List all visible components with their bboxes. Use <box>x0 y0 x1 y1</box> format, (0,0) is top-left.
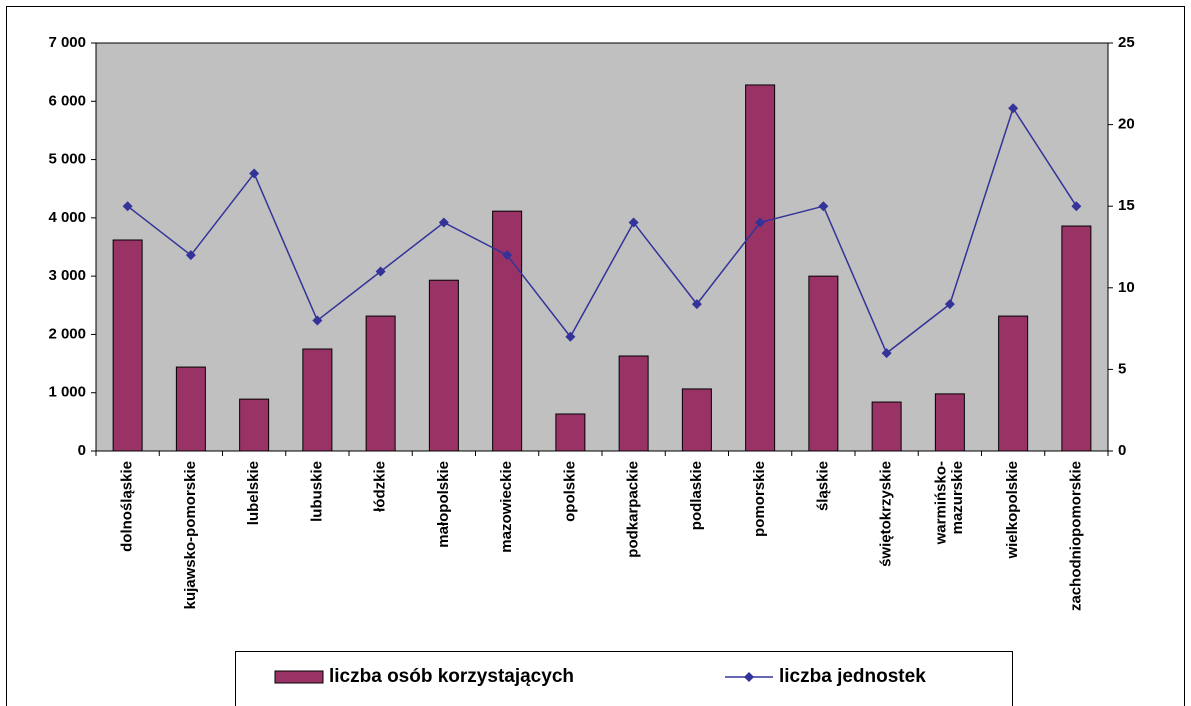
marker <box>122 201 133 212</box>
bar <box>871 401 902 452</box>
y2-tick-label: 0 <box>1118 442 1126 459</box>
legend-marker <box>744 672 754 682</box>
y2-tick-label: 15 <box>1118 197 1135 214</box>
y2-tick-label: 25 <box>1118 34 1135 51</box>
marker <box>881 348 892 359</box>
bar <box>175 366 206 452</box>
y-tick-label: 1 000 <box>48 384 86 401</box>
marker <box>249 168 260 179</box>
marker <box>691 299 702 310</box>
marker <box>375 266 386 277</box>
x-tick-label: kujawsko-pomorskie <box>182 461 199 609</box>
legend-box <box>235 651 1013 706</box>
y-tick-label: 0 <box>78 442 86 459</box>
bar <box>428 279 459 452</box>
y-tick-label: 7 000 <box>48 34 86 51</box>
bar <box>1061 225 1092 452</box>
bar <box>112 239 143 452</box>
x-tick-label: warmińsko-mazurskie <box>933 461 967 545</box>
y2-tick-label: 20 <box>1118 116 1135 133</box>
x-tick-label: opolskie <box>561 461 578 522</box>
marker <box>755 217 766 228</box>
y2-tick-label: 10 <box>1118 279 1135 296</box>
bar <box>681 388 712 452</box>
marker <box>185 250 196 261</box>
marker <box>944 299 955 310</box>
bar <box>998 315 1029 452</box>
marker <box>1071 201 1082 212</box>
y-tick-label: 5 000 <box>48 151 86 168</box>
y-tick-label: 2 000 <box>48 325 86 342</box>
bar <box>808 275 839 452</box>
x-tick-label: śląskie <box>814 461 831 511</box>
bar <box>239 398 270 452</box>
x-tick-label: lubelskie <box>245 461 262 525</box>
x-tick-label: wielkopolskie <box>1004 461 1021 560</box>
legend-swatch <box>274 670 324 684</box>
marker <box>438 217 449 228</box>
marker <box>312 315 323 326</box>
legend-label: liczba jednostek <box>779 666 926 687</box>
legend-label: liczba osób korzystających <box>329 666 574 687</box>
marker <box>565 331 576 342</box>
x-tick-label: lubuskie <box>308 461 325 522</box>
marker <box>502 250 513 261</box>
x-tick-label: łódzkie <box>372 461 389 512</box>
x-tick-label: pomorskie <box>751 461 768 537</box>
plot-area <box>95 42 1109 452</box>
bar <box>934 393 965 452</box>
x-tick-label: podlaskie <box>688 461 705 530</box>
x-tick-label: zachodniopomorskie <box>1067 461 1084 611</box>
bar <box>618 355 649 452</box>
marker <box>1008 103 1019 114</box>
x-tick-label: świętokrzyskie <box>878 461 895 567</box>
bar <box>555 413 586 452</box>
y2-tick-label: 5 <box>1118 360 1126 377</box>
marker <box>818 201 829 212</box>
bar <box>492 210 523 452</box>
bar <box>302 348 333 452</box>
x-tick-label: małopolskie <box>435 461 452 548</box>
bar <box>365 315 396 452</box>
y-tick-label: 3 000 <box>48 267 86 284</box>
y-tick-label: 6 000 <box>48 92 86 109</box>
marker <box>628 217 639 228</box>
x-tick-label: podkarpackie <box>625 461 642 558</box>
x-tick-label: dolnośląskie <box>119 461 136 552</box>
bar <box>745 84 776 452</box>
line <box>127 106 1078 355</box>
x-tick-label: mazowieckie <box>498 461 515 553</box>
y-tick-label: 4 000 <box>48 209 86 226</box>
